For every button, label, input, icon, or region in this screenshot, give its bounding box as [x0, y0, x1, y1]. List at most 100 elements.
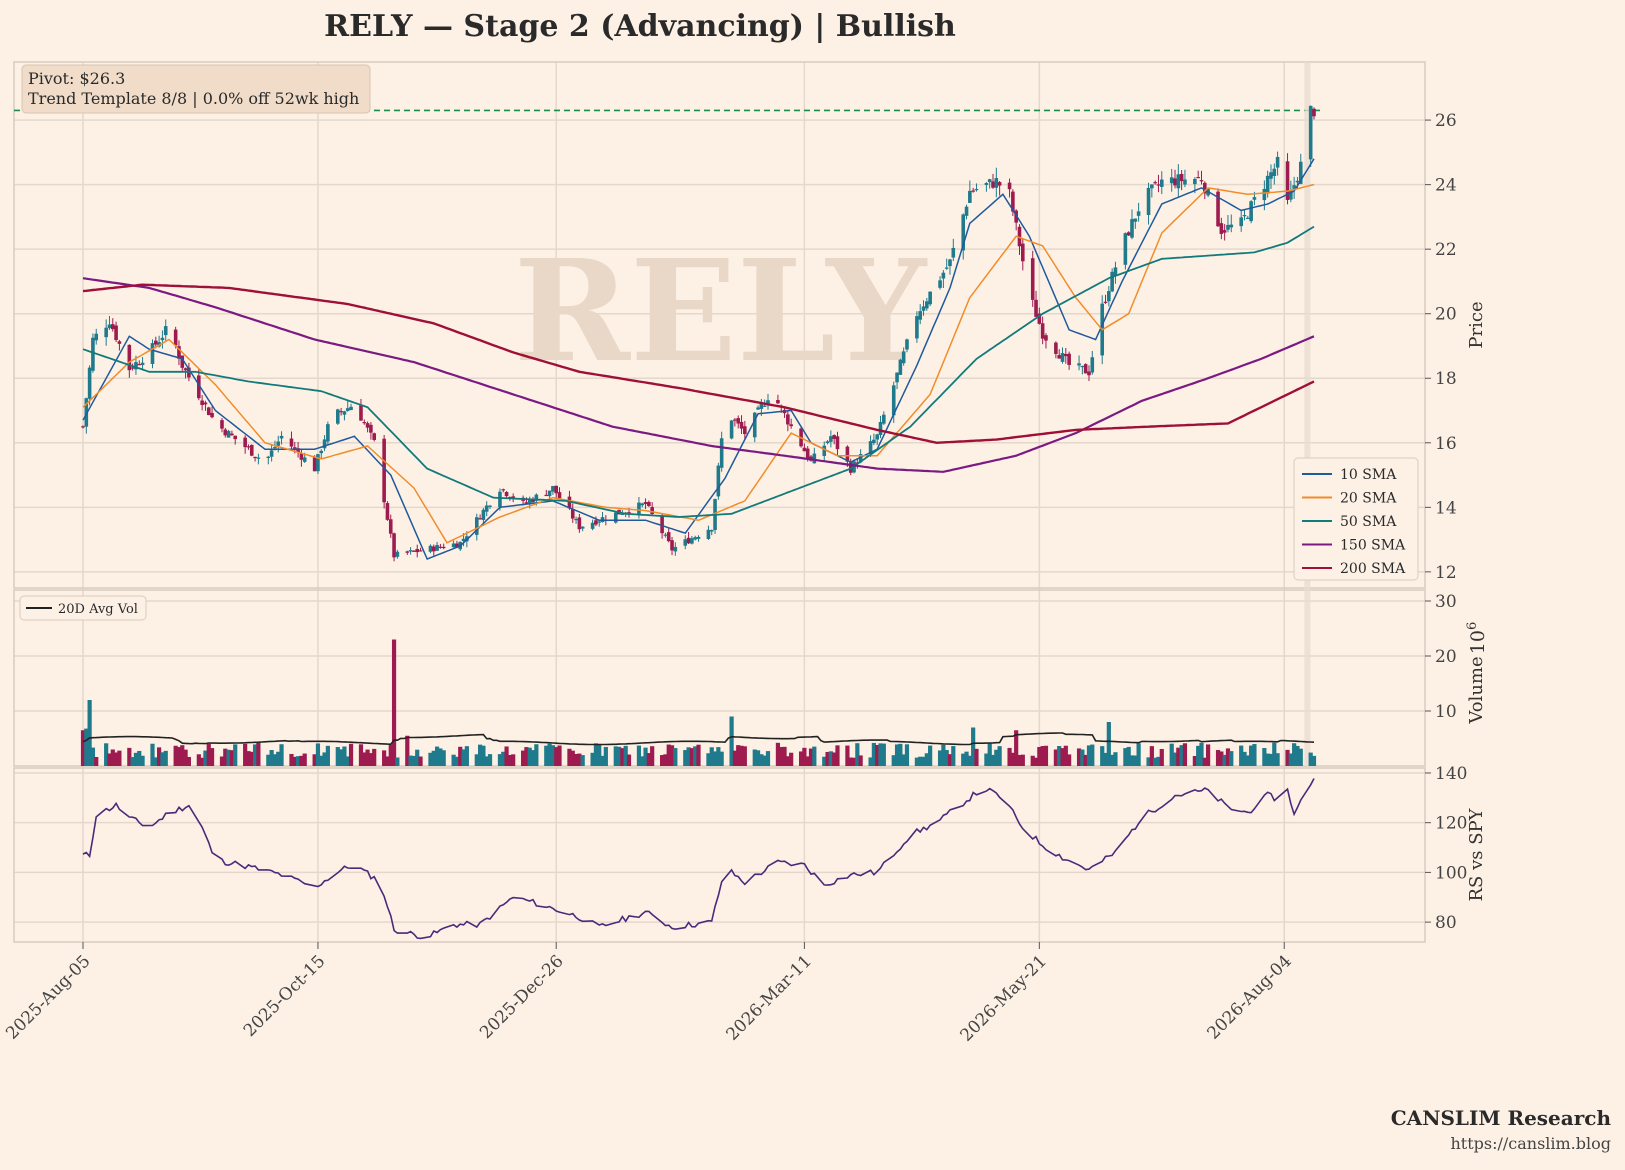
volume-bar: [454, 756, 460, 766]
candle-body: [1176, 174, 1181, 189]
candle-body: [666, 532, 671, 542]
volume-bar: [1215, 750, 1221, 766]
volume-bar: [1156, 756, 1161, 766]
candle-body: [637, 502, 641, 515]
candle-body: [1060, 353, 1065, 362]
candle-body: [365, 423, 370, 428]
candle-body: [872, 439, 876, 444]
volume-bar: [395, 757, 400, 766]
candle-body: [719, 438, 724, 468]
volume-bars: [80, 639, 1317, 766]
volume-bar: [173, 745, 178, 766]
volume-bar: [481, 745, 486, 766]
volume-bar: [1192, 756, 1197, 766]
volume-bar: [693, 746, 698, 766]
volume-bar: [186, 756, 191, 766]
volume-bar: [805, 756, 810, 766]
volume-bar: [716, 747, 721, 766]
candle-body: [858, 454, 863, 463]
candle-body: [987, 179, 992, 183]
x-tick-label: 2026-May-21: [956, 951, 1050, 1045]
volume-bar: [209, 748, 215, 766]
candle-body: [336, 409, 340, 424]
candle-body: [210, 412, 214, 418]
volume-bar: [252, 744, 258, 766]
footer-url[interactable]: https://canslim.blog: [1450, 1134, 1611, 1153]
watermark: RELY: [514, 230, 929, 394]
candle-body: [613, 512, 618, 523]
candle-body: [875, 434, 879, 440]
volume-bar: [507, 754, 512, 766]
volume-bar: [345, 756, 350, 766]
x-tick-label: 2026-Aug-04: [1203, 951, 1295, 1043]
candle-body: [660, 515, 664, 534]
volume-bar: [994, 749, 999, 766]
volume-bar: [1275, 753, 1280, 766]
volume-bar: [1285, 749, 1290, 766]
volume-bar: [1063, 745, 1068, 766]
candle-body: [474, 517, 479, 535]
volume-bar: [266, 754, 271, 766]
candle-body: [1077, 363, 1081, 366]
volume-bar: [855, 743, 860, 766]
candle-body: [786, 414, 790, 425]
volume-bar: [299, 755, 304, 766]
volume-bar: [84, 728, 89, 766]
candle-body: [441, 546, 446, 549]
candle-body: [455, 543, 459, 548]
volume-bar: [550, 745, 555, 766]
volume-bar: [150, 743, 155, 766]
volume-bar: [431, 750, 436, 766]
volume-bar: [759, 754, 764, 766]
candle-body: [766, 400, 770, 404]
volume-bar: [458, 746, 463, 766]
volume-bar: [597, 743, 602, 766]
volume-bar: [335, 747, 340, 766]
candle-body: [829, 436, 833, 442]
volume-bar: [947, 754, 953, 766]
candle-body: [319, 450, 324, 454]
candle-body: [91, 337, 95, 371]
volume-bar: [200, 757, 205, 766]
candle-body: [925, 301, 929, 309]
volume-bar: [937, 750, 943, 766]
volume-bar: [319, 755, 324, 766]
volume-bar: [904, 744, 910, 766]
candle-body: [1298, 161, 1303, 184]
volume-legend: 20D Avg Vol: [19, 595, 147, 621]
candle-body: [160, 337, 165, 341]
candle-body: [326, 424, 330, 442]
candle-body: [279, 435, 284, 439]
rs-tick-label: 140: [1435, 764, 1467, 784]
volume-bar: [683, 750, 688, 766]
volume-bar: [110, 749, 115, 766]
candle-body: [408, 550, 413, 552]
sma-legend: 10 SMA 20 SMA 50 SMA 150 SMA 200 SMA: [1293, 457, 1419, 581]
volume-bar: [322, 752, 327, 766]
candle-body: [256, 457, 261, 459]
candle-body: [1017, 226, 1022, 247]
volume-bar: [1252, 744, 1257, 766]
price-panel-frame: [13, 61, 1426, 589]
volume-bar: [881, 743, 886, 766]
candle-body: [706, 529, 711, 539]
volume-bar: [1080, 749, 1085, 766]
volume-bar: [1060, 748, 1065, 766]
candle-body: [342, 411, 347, 415]
volume-bar: [521, 750, 526, 766]
volume-bar: [1172, 752, 1178, 766]
volume-bar: [1146, 757, 1151, 766]
candle-body: [302, 457, 307, 462]
volume-bar: [1262, 748, 1267, 766]
volume-bar: [1133, 755, 1138, 766]
candle-body: [696, 536, 701, 539]
candle-body: [802, 447, 807, 452]
volume-bar: [183, 749, 188, 766]
candle-body: [673, 546, 678, 552]
candle-body: [1269, 172, 1273, 179]
candle-body: [716, 465, 721, 497]
volume-bar: [918, 756, 923, 766]
volume-bar: [477, 744, 483, 766]
volume-bar: [90, 747, 96, 766]
candle-body: [1216, 191, 1220, 227]
